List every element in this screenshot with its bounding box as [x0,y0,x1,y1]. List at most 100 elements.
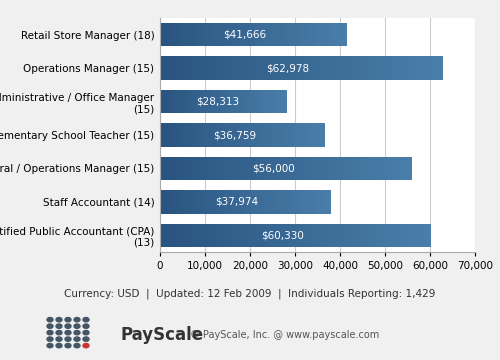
Bar [284,23,288,46]
Bar [165,157,170,180]
Bar [286,157,291,180]
Bar [364,57,370,80]
Bar [264,90,267,113]
Bar [252,190,256,213]
Bar [256,123,259,147]
Bar [170,123,173,147]
Bar [270,190,273,213]
Bar [216,57,222,80]
Bar [376,157,382,180]
Bar [285,224,290,247]
Bar [344,224,350,247]
Bar [232,190,235,213]
Bar [272,23,276,46]
Bar [274,90,277,113]
Bar [193,123,196,147]
Bar [206,123,210,147]
Bar [317,190,320,213]
Bar [260,90,262,113]
Bar [230,224,236,247]
Bar [226,157,230,180]
Bar [170,90,172,113]
Bar [172,57,177,80]
Bar [318,23,321,46]
Bar [295,23,298,46]
Bar [280,224,285,247]
Bar [230,157,235,180]
Bar [258,224,263,247]
Bar [205,23,208,46]
Bar [282,123,286,147]
Bar [254,23,258,46]
Bar [322,157,326,180]
Bar [282,90,285,113]
Bar [246,23,250,46]
Bar [432,57,438,80]
Bar [410,57,415,80]
Bar [211,90,214,113]
Bar [186,23,190,46]
Bar [398,57,404,80]
Text: PayScale: PayScale [120,326,203,344]
Bar [301,157,306,180]
Bar [230,123,233,147]
Bar [280,90,282,113]
Bar [239,90,242,113]
Bar [267,90,270,113]
Bar [210,123,213,147]
Bar [277,90,280,113]
Bar [187,224,192,247]
Bar [404,57,409,80]
Bar [283,190,286,213]
Bar [198,90,201,113]
Bar [220,224,225,247]
Bar [232,90,234,113]
Bar [256,157,261,180]
Bar [298,23,302,46]
Bar [168,90,170,113]
Text: $62,978: $62,978 [266,63,309,73]
Bar [324,190,328,213]
Bar [242,23,246,46]
Bar [312,123,316,147]
Bar [394,224,399,247]
Bar [220,123,223,147]
Bar [307,190,310,213]
Bar [160,90,162,113]
Bar [196,123,200,147]
Bar [328,190,331,213]
Bar [256,57,262,80]
Text: $28,313: $28,313 [196,96,239,107]
Bar [184,190,188,213]
Bar [284,57,290,80]
Bar [280,190,283,213]
Bar [276,123,279,147]
Bar [350,224,356,247]
Bar [167,190,170,213]
Text: $56,000: $56,000 [252,163,295,174]
Bar [397,157,402,180]
Bar [311,157,316,180]
Bar [225,190,228,213]
Bar [160,190,164,213]
Bar [201,190,204,213]
Bar [196,157,200,180]
Bar [392,57,398,80]
Bar [272,90,274,113]
Bar [314,190,317,213]
Bar [252,224,258,247]
Bar [176,90,178,113]
Bar [229,90,232,113]
Bar [228,190,232,213]
Text: $60,330: $60,330 [260,230,304,240]
Bar [190,23,194,46]
Bar [271,157,276,180]
Bar [242,224,247,247]
Bar [290,57,296,80]
Bar [194,23,198,46]
Bar [226,123,230,147]
Bar [224,23,228,46]
Bar [223,123,226,147]
Bar [263,224,268,247]
Bar [266,123,269,147]
